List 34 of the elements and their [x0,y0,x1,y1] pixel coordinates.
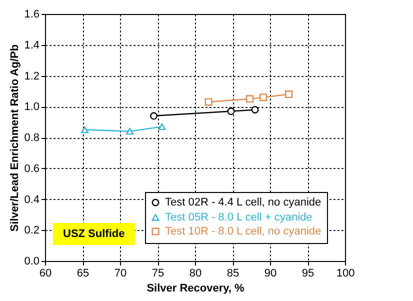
x-tick-label: 65 [76,268,90,280]
point [251,106,259,114]
point [284,90,293,98]
x-tick-label: 85 [226,268,240,280]
annotation: USZ Sulfide [63,228,125,240]
y-tick-label: 1.0 [24,101,40,114]
point [259,94,268,102]
y-tick-label: 1.4 [24,39,40,52]
legend-label: Test 02R - 4.4 L cell, no cyanide [165,196,322,208]
x-tick-label: 70 [114,268,127,280]
x-tick-label: 100 [336,268,355,280]
point [204,98,212,106]
point [227,108,235,116]
point [246,95,254,103]
point [150,112,158,120]
legend-label: Test 05R - 8.0 L cell + cyanide [165,212,312,224]
y-tick-label: 0.0 [24,256,40,268]
y-tick-label: 0.2 [24,224,40,237]
x-tick-label: 75 [152,268,164,280]
point [158,123,166,130]
legend-label: Test 10R - 8.0 L cell, no cyanide [165,226,322,238]
y-axis-title: Silver/Lead Enrichment Ratio Ag/Pb [9,44,22,232]
y-tick-label: 1.6 [24,8,40,20]
y-tick-label: 0.8 [24,132,40,144]
x-tick-label: 60 [39,268,52,280]
y-tick-label: 0.6 [24,162,40,175]
y-tick-label: 1.2 [24,70,40,82]
x-axis-title: Silver Recovery, % [146,282,245,294]
x-tick-label: 80 [189,268,202,280]
x-tick-label: 90 [264,268,277,280]
point [80,126,89,134]
point [126,128,134,135]
y-tick-label: 0.4 [24,194,40,206]
x-tick-label: 95 [302,268,314,280]
